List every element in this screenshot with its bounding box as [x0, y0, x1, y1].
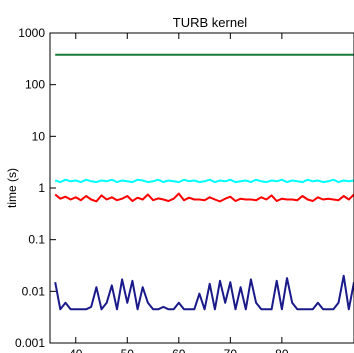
- y-tick-label: 0.001: [15, 336, 45, 350]
- x-tick-label: 70: [224, 347, 238, 353]
- y-tick-label: 0.1: [28, 233, 45, 247]
- chart-title: TURB kernel: [173, 15, 248, 30]
- y-axis-label: time (s): [5, 168, 19, 208]
- series-line-3: [54, 192, 354, 203]
- series-line-2: [54, 178, 354, 184]
- y-tick-label: 1000: [18, 26, 45, 40]
- x-tick-label: 50: [121, 347, 135, 353]
- x-tick-label: 40: [69, 347, 83, 353]
- y-tick-label: 1: [38, 181, 45, 195]
- axis-ticks: [50, 32, 283, 344]
- y-tick-label: 0.01: [22, 284, 46, 298]
- plot-frame: [49, 32, 354, 344]
- tick-labels: 1000 100 10 1 0.1 0.01 0.001 40 50 60 70 80: [15, 26, 289, 353]
- x-tick-label: 60: [172, 347, 186, 353]
- series-lines: [54, 53, 354, 311]
- y-tick-label: 10: [32, 129, 46, 143]
- series-line-4: [54, 274, 354, 311]
- x-tick-label: 80: [275, 347, 289, 353]
- y-tick-label: 100: [25, 78, 45, 92]
